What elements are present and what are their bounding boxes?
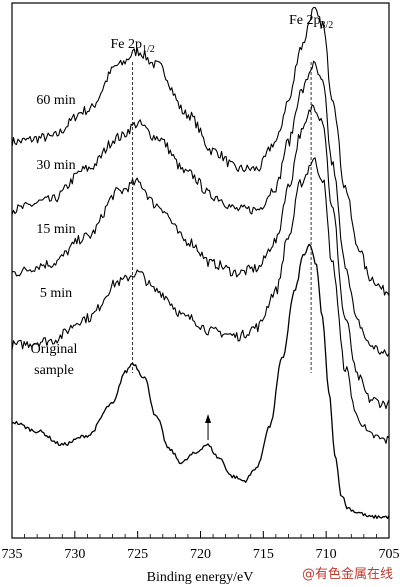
trace-label: Original [31,342,78,357]
x-tick-label: 710 [316,547,337,562]
trace-label: sample [34,363,74,378]
x-tick-label: 735 [2,547,23,562]
x-tick-label: 725 [127,547,148,562]
x-tick-label: 705 [379,547,400,562]
watermark: @有色金属在线 [302,566,393,582]
trace-label: 15 min [36,222,75,237]
trace-label: 60 min [36,93,75,108]
series-line [11,157,390,444]
x-tick-label: 720 [190,547,211,562]
trace-label: 5 min [40,286,72,301]
series-line [11,243,390,520]
x-axis-label: Binding energy/eV [147,570,254,585]
series-line [11,6,390,297]
peak-label: Fe 2p1/2 [110,37,154,55]
trace-label: 30 min [36,158,75,173]
series-line [11,60,390,357]
peak-label: Fe 2p3/2 [289,13,333,31]
x-tick-label: 730 [64,547,85,562]
series-line [11,104,390,410]
plot-frame [11,2,390,539]
annotation-arrow-head [205,414,212,423]
x-tick-label: 715 [253,547,274,562]
